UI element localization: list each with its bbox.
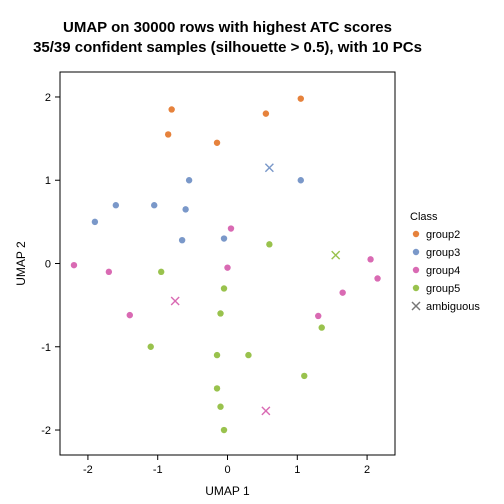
legend-title: Class: [410, 211, 438, 223]
x-tick-label: 0: [224, 464, 230, 476]
y-tick-label: -2: [41, 425, 51, 437]
x-tick-label: 2: [364, 464, 370, 476]
point-group4: [367, 256, 373, 262]
point-group5: [214, 352, 220, 358]
point-group5: [217, 404, 223, 410]
y-axis-label: UMAP 2: [14, 241, 28, 286]
point-group3: [221, 235, 227, 241]
point-group4: [228, 225, 234, 231]
point-group5: [221, 427, 227, 433]
x-tick-label: -2: [83, 464, 93, 476]
panel-border: [60, 72, 395, 455]
point-group2: [214, 140, 220, 146]
point-group2: [263, 110, 269, 116]
point-group3: [186, 177, 192, 183]
point-group5: [158, 269, 164, 275]
point-group3: [298, 177, 304, 183]
point-group5: [245, 352, 251, 358]
point-group4: [71, 262, 77, 268]
point-group4: [339, 289, 345, 295]
y-tick-label: 0: [45, 259, 51, 271]
legend-label: group2: [426, 229, 460, 241]
y-tick-label: -1: [41, 342, 51, 354]
y-tick-label: 1: [45, 175, 51, 187]
legend-marker-group2: [413, 231, 419, 237]
point-group4: [106, 269, 112, 275]
point-group2: [168, 106, 174, 112]
title-line2: 35/39 confident samples (silhouette > 0.…: [33, 39, 422, 56]
point-group3: [179, 237, 185, 243]
legend-marker-group4: [413, 267, 419, 273]
point-group4: [374, 275, 380, 281]
point-group5: [217, 310, 223, 316]
point-group3: [113, 202, 119, 208]
point-group4: [224, 264, 230, 270]
legend-label: ambiguous: [426, 301, 480, 313]
legend-marker-group5: [413, 285, 419, 291]
point-group2: [298, 95, 304, 101]
point-group4: [127, 312, 133, 318]
y-tick-label: 2: [45, 92, 51, 104]
legend-marker-group3: [413, 249, 419, 255]
point-group5: [319, 324, 325, 330]
plot-panel: [60, 72, 395, 455]
point-group3: [182, 206, 188, 212]
x-axis-label: UMAP 1: [205, 484, 250, 498]
point-group3: [92, 219, 98, 225]
x-tick-label: -1: [153, 464, 163, 476]
legend-label: group5: [426, 283, 460, 295]
point-group3: [151, 202, 157, 208]
point-group5: [148, 344, 154, 350]
legend-label: group4: [426, 265, 460, 277]
x-tick-label: 1: [294, 464, 300, 476]
umap-scatter-chart: UMAP on 30000 rows with highest ATC scor…: [0, 0, 504, 504]
point-group2: [165, 131, 171, 137]
point-group5: [301, 373, 307, 379]
point-group4: [315, 313, 321, 319]
title-line1: UMAP on 30000 rows with highest ATC scor…: [63, 19, 392, 36]
point-group5: [214, 385, 220, 391]
point-group5: [221, 285, 227, 291]
point-group5: [266, 241, 272, 247]
legend-label: group3: [426, 247, 460, 259]
